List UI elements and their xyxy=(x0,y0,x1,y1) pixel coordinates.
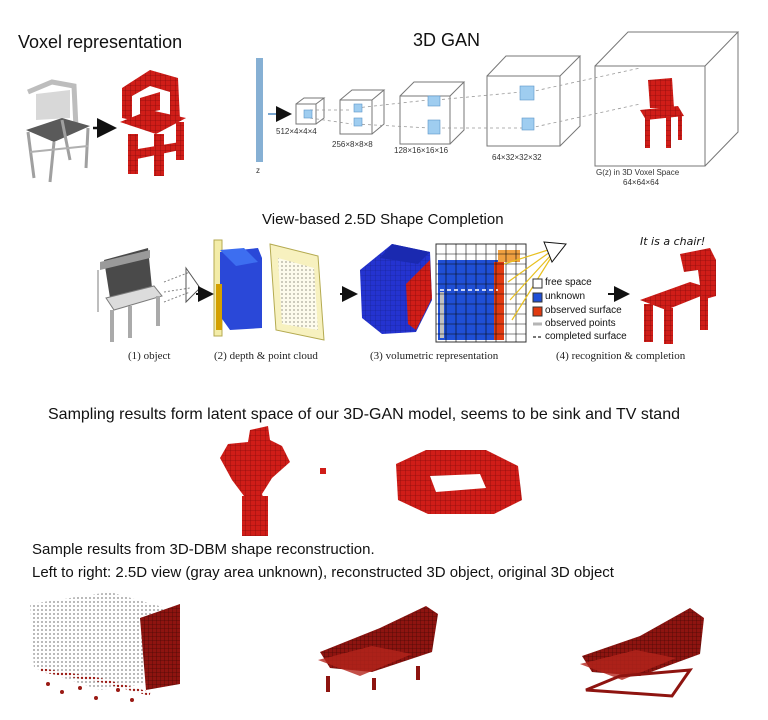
dbm-caption-line-1: Sample results from 3D-DBM shape reconst… xyxy=(32,541,375,558)
voxel-representation-title: Voxel representation xyxy=(18,32,183,52)
legend-observed-surface: observed surface xyxy=(545,305,622,316)
gan-connection-lines xyxy=(309,67,641,129)
dbm-reconstructed-object xyxy=(318,606,438,692)
dbm-original-object xyxy=(580,608,704,698)
sampled-noise-voxel xyxy=(320,468,326,474)
voxel-chair xyxy=(120,70,186,176)
depth-point-cloud xyxy=(213,239,325,341)
gan-feature-blocks xyxy=(303,85,535,135)
step-1-label: (1) object xyxy=(128,350,171,362)
layer-label-1: 512×4×4×4 xyxy=(276,127,317,136)
dbm-2.5d-view xyxy=(30,592,180,702)
sampling-caption: Sampling results form latent space of ou… xyxy=(48,406,680,423)
layer-label-4: 64×32×32×32 xyxy=(492,153,542,162)
view-completion-title: View-based 2.5D Shape Completion xyxy=(262,211,504,228)
step-2-label: (2) depth & point cloud xyxy=(214,350,318,362)
gan-title: 3D GAN xyxy=(413,30,481,50)
volumetric-grid xyxy=(435,241,567,343)
sampled-tv-stand-shape xyxy=(396,450,522,514)
layer-label-3: 128×16×16×16 xyxy=(394,146,449,155)
gan-output-chair xyxy=(640,78,684,148)
legend-completed-surface: completed surface xyxy=(545,331,627,342)
sampled-sink-shape xyxy=(220,426,290,536)
legend-free-space: free space xyxy=(545,277,592,288)
z-label: z xyxy=(256,166,260,175)
completed-red-chair xyxy=(640,248,716,344)
step-4-label: (4) recognition & completion xyxy=(556,350,686,362)
layer-label-2: 256×8×8×8 xyxy=(332,140,373,149)
office-chair-object xyxy=(97,248,201,342)
volumetric-representation xyxy=(360,244,432,334)
legend-observed-points: observed points xyxy=(545,318,616,329)
z-vector-bar xyxy=(256,58,263,162)
folding-chair-photo xyxy=(26,79,90,183)
step-3-label: (3) volumetric representation xyxy=(370,350,499,362)
chair-callout: It is a chair! xyxy=(640,235,706,248)
legend-unknown: unknown xyxy=(545,291,586,302)
output-label-2: 64×64×64 xyxy=(623,178,660,187)
legend-swatches xyxy=(532,278,543,338)
dbm-caption-line-2: Left to right: 2.5D view (gray area unkn… xyxy=(32,564,614,581)
output-label-1: G(z) in 3D Voxel Space xyxy=(596,168,680,177)
